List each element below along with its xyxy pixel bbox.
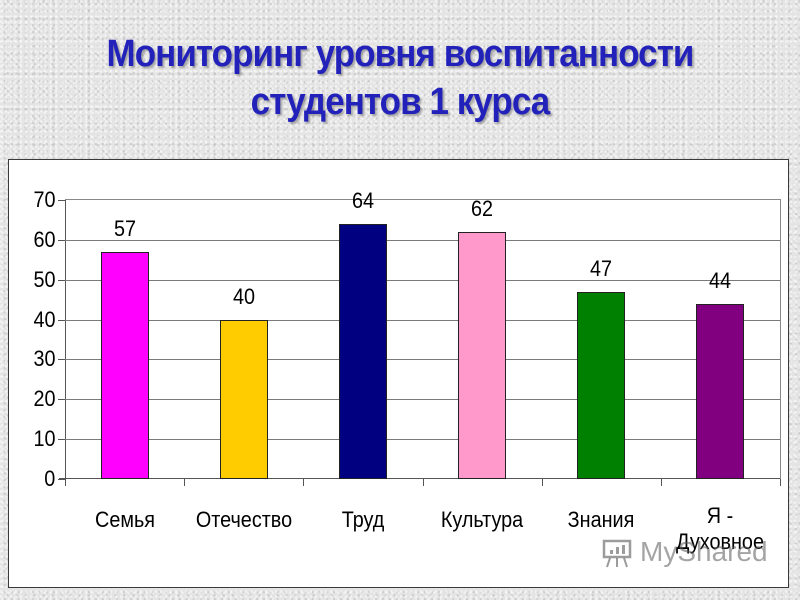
x-tick <box>422 479 424 486</box>
y-tick <box>58 439 65 441</box>
y-tick-label: 50 <box>32 266 55 292</box>
x-tick <box>780 479 781 486</box>
y-tick-label: 40 <box>32 306 55 332</box>
bar-6 <box>696 303 745 479</box>
y-tick <box>58 479 65 480</box>
title-line-1: Мониторинг уровня воспитанности <box>106 33 695 75</box>
gridline <box>65 239 780 241</box>
gridline <box>65 439 780 441</box>
category-label: Труд <box>341 507 385 532</box>
y-axis <box>65 200 66 479</box>
gridline <box>65 399 780 401</box>
y-tick <box>58 200 65 201</box>
y-tick-label: 60 <box>32 226 55 252</box>
y-tick <box>58 279 65 281</box>
plot-area: 0 10 20 30 40 50 60 70 57 Семья 40 Отечество 64 Труд 6… <box>33 189 781 554</box>
y-tick-label: 20 <box>32 386 55 412</box>
x-tick <box>541 479 543 486</box>
x-tick <box>660 479 662 486</box>
bar-value-label: 44 <box>709 267 732 293</box>
y-tick <box>58 319 65 321</box>
chart-area: 0 10 20 30 40 50 60 70 57 Семья 40 Отечество 64 Труд 6… <box>8 159 789 588</box>
category-label: Отечество <box>195 507 292 532</box>
gridline <box>65 359 780 361</box>
bar-3 <box>338 223 387 479</box>
category-label: Семья <box>94 507 155 532</box>
category-label: Знания <box>567 507 635 532</box>
chart-title: Мониторинг уровня воспитанности студенто… <box>32 30 768 126</box>
bar-5 <box>577 291 626 479</box>
x-tick <box>184 479 186 486</box>
x-tick <box>65 479 66 486</box>
x-axis <box>59 478 780 479</box>
bar-2 <box>219 319 268 479</box>
y-tick-label: 0 <box>43 466 55 491</box>
y-tick <box>58 399 65 401</box>
y-tick-label: 70 <box>32 187 55 212</box>
title-line-2: студентов 1 курса <box>250 81 551 123</box>
bar-value-label: 40 <box>232 283 255 309</box>
bar-value-label: 62 <box>471 195 494 221</box>
x-tick <box>303 479 305 486</box>
bar-1 <box>100 251 149 479</box>
bar-value-label: 57 <box>113 215 136 241</box>
y-tick-label: 30 <box>32 346 55 372</box>
bar-value-label: 47 <box>590 255 613 281</box>
bar-4 <box>458 231 507 479</box>
y-tick <box>58 239 65 241</box>
category-label: Я - Духовное <box>676 503 765 554</box>
category-label: Культура <box>440 507 524 532</box>
bar-value-label: 64 <box>351 187 374 213</box>
y-tick <box>58 359 65 361</box>
gridline <box>65 279 780 281</box>
gridline <box>65 319 780 321</box>
y-tick-label: 10 <box>32 426 55 452</box>
